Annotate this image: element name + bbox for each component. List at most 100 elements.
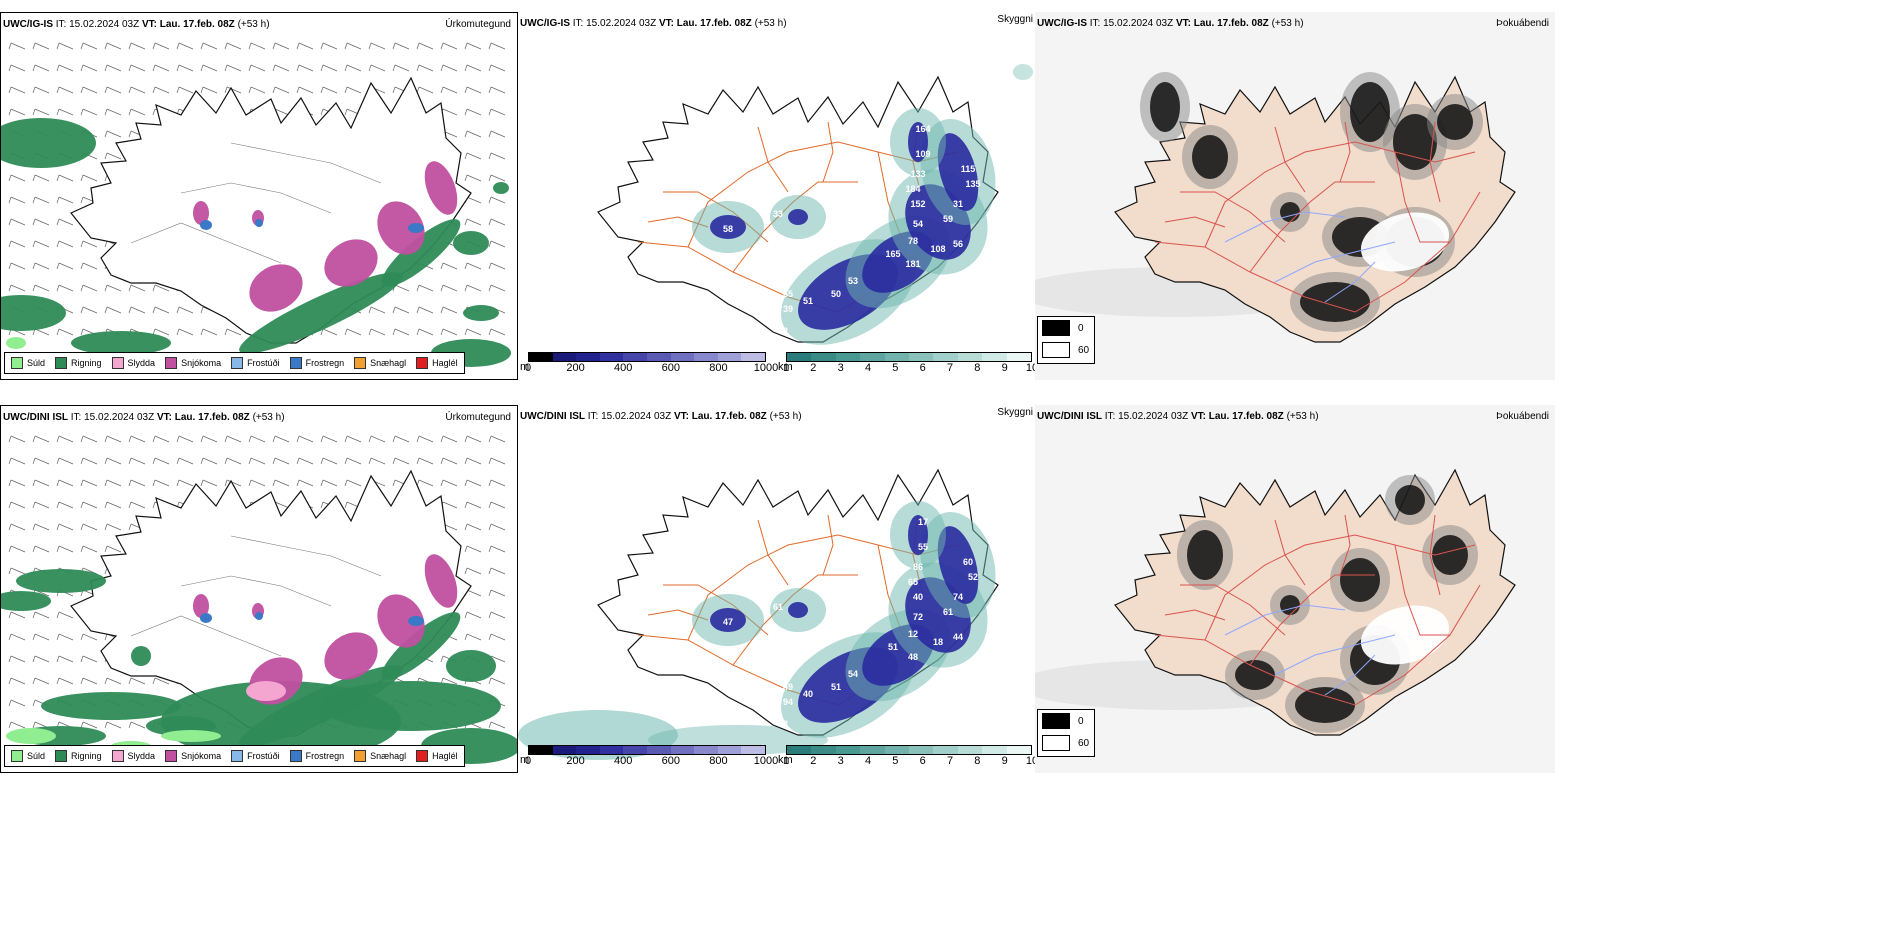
- wind-barb: [32, 545, 50, 553]
- wind-barb: [56, 262, 74, 270]
- wind-barb: [368, 306, 386, 314]
- wind-barb: [32, 479, 50, 487]
- colorbar-bin: [741, 353, 765, 361]
- visibility-value-label: 55: [745, 715, 755, 725]
- wind-barb: [344, 479, 362, 487]
- colorbar-bin: [599, 353, 624, 361]
- visibility-value-label: 61: [773, 602, 783, 612]
- visibility-value-label: 60: [963, 557, 973, 567]
- colorbar-tick-label: 800: [709, 362, 728, 374]
- model-name: UWC/DINI ISL: [1037, 411, 1102, 422]
- wind-barb: [464, 328, 482, 336]
- drizzle-area: [161, 730, 221, 742]
- wind-barb: [440, 328, 458, 336]
- fog-index-key: 0 60: [1037, 709, 1095, 757]
- wind-barb: [464, 218, 482, 226]
- wind-barb: [8, 677, 26, 685]
- wind-barb: [416, 328, 434, 336]
- sea-visibility-area: [1013, 64, 1033, 80]
- road-line: [1164, 609, 1226, 621]
- colorbar-tick-label: 9: [1001, 755, 1008, 767]
- wind-barb: [464, 174, 482, 182]
- wind-barb: [56, 655, 74, 663]
- visibility-value-label: 51: [803, 296, 813, 306]
- valid-time: Lau. 17.feb. 08Z: [691, 411, 767, 422]
- wind-barb: [176, 457, 194, 465]
- wind-barb: [176, 42, 194, 50]
- visibility-value-label: 135: [965, 179, 980, 189]
- wind-barb: [32, 262, 50, 270]
- wind-barb: [296, 457, 314, 465]
- visibility-value-label: 165: [885, 249, 900, 259]
- wind-barb: [176, 435, 194, 443]
- wind-barb: [128, 42, 146, 50]
- wind-barb: [440, 457, 458, 465]
- precip-legend-item: Súld: [11, 750, 45, 762]
- visibility-value-label: 55: [918, 542, 928, 552]
- panel-header: UWC/IG-IS IT: 15.02.2024 03Z VT: Lau. 17…: [1037, 18, 1304, 29]
- wind-barb: [488, 152, 506, 160]
- wind-barb: [488, 262, 506, 270]
- wind-barb: [368, 64, 386, 72]
- snow-area: [193, 201, 209, 225]
- wind-barb: [32, 108, 50, 116]
- contour-line: [180, 575, 332, 607]
- wind-barb: [8, 457, 26, 465]
- visibility-value-label: 74: [953, 592, 963, 602]
- colorbar-unit: m: [520, 754, 530, 766]
- colorbar-strip: [528, 352, 766, 362]
- visibility-value-label: 164: [915, 124, 930, 134]
- colorbar-bin: [552, 746, 577, 754]
- visibility-colorbar-km: 1 2 3 4 5 6 7 8 9 10 km: [778, 745, 1035, 767]
- visibility-value-label: 65: [908, 577, 918, 587]
- wind-barb: [8, 567, 26, 575]
- wind-barb: [104, 64, 122, 72]
- it-label: IT:: [1104, 411, 1116, 422]
- wind-barb: [464, 611, 482, 619]
- precip-legend-swatch: [11, 357, 23, 369]
- wind-barb: [464, 545, 482, 553]
- colorbar-bin: [811, 746, 836, 754]
- precip-legend-swatch: [111, 750, 124, 762]
- wind-barb: [200, 457, 218, 465]
- colorbar-tick-label: 6: [919, 362, 926, 374]
- precip-legend-label: Frostúði: [247, 751, 280, 761]
- visibility-value-label: 49: [783, 682, 793, 692]
- wind-barb: [104, 435, 122, 443]
- freezing-rain-area: [255, 219, 263, 227]
- wind-barb: [488, 611, 506, 619]
- init-time: 15.02.2024 03Z: [69, 19, 140, 30]
- precip-legend-label: Rigning: [71, 358, 102, 368]
- colorbar-bin: [933, 353, 958, 361]
- wind-barb: [80, 240, 98, 248]
- precip-legend-swatch: [165, 357, 178, 369]
- visibility-value-label: 54: [913, 219, 923, 229]
- precip-legend-label: Haglél: [432, 751, 458, 761]
- it-label: IT:: [70, 412, 82, 423]
- road-line: [757, 126, 789, 193]
- fog-dense-area: [1393, 114, 1437, 170]
- vt-label: VT:: [1190, 411, 1206, 422]
- panel-title-precip-type: Úrkomutegund: [445, 19, 511, 30]
- wind-barb: [224, 457, 242, 465]
- colorbar-tick-label: 200: [566, 362, 585, 374]
- river-line: [1324, 654, 1376, 696]
- wind-barb: [488, 174, 506, 182]
- lead-time: (+53 h): [769, 411, 802, 422]
- visibility-value-label: 18: [933, 637, 943, 647]
- rain-area: [16, 569, 106, 593]
- visibility-value-label: 47: [723, 617, 733, 627]
- wind-barb: [80, 655, 98, 663]
- road-line: [1154, 191, 1481, 313]
- wind-barb: [248, 479, 266, 487]
- precip-type-legend: Súld Rigning Slydda Snjókoma Frostúði Frostre…: [4, 745, 465, 767]
- init-time: 15.02.2024 03Z: [1118, 411, 1189, 422]
- snow-area: [424, 161, 458, 215]
- wind-barb: [152, 306, 170, 314]
- precip-legend-swatch: [111, 357, 124, 369]
- wind-barb: [392, 64, 410, 72]
- init-time: 15.02.2024 03Z: [84, 412, 155, 423]
- colorbar-tick-label: 1: [782, 362, 790, 374]
- wind-barb: [464, 523, 482, 531]
- wind-barb: [8, 611, 26, 619]
